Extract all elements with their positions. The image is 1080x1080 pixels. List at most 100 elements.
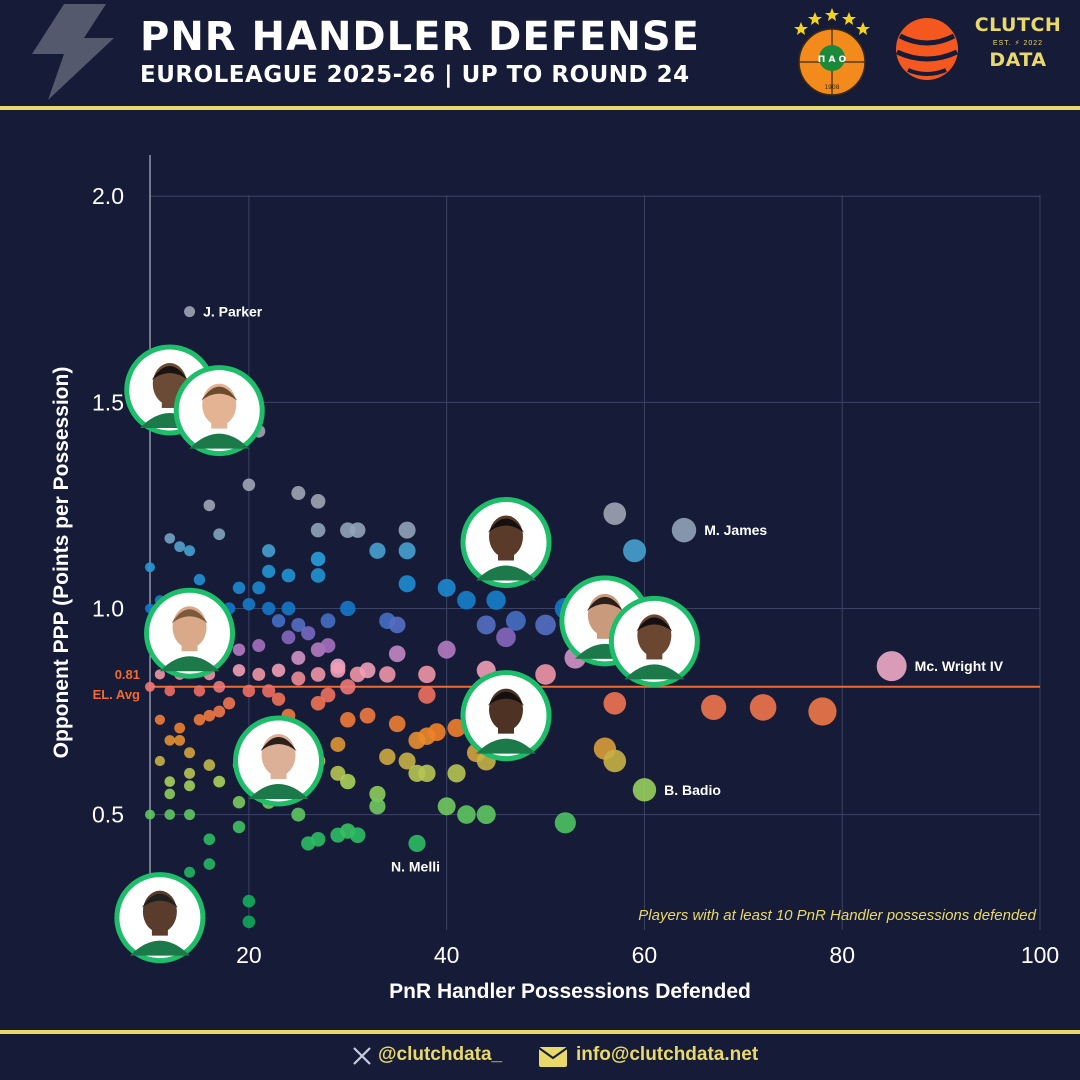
data-point (388, 715, 406, 733)
data-point (232, 796, 246, 809)
data-point (437, 797, 456, 816)
data-point (281, 568, 296, 583)
chart-note: Players with at least 10 PnR Handler pos… (638, 907, 1036, 924)
y-tick-label: 2.0 (92, 183, 124, 209)
contact-email[interactable]: info@clutchdata.net (576, 1044, 759, 1065)
data-point (252, 667, 266, 681)
data-point (603, 502, 627, 525)
data-point (330, 662, 346, 678)
data-point (418, 764, 436, 783)
data-point (164, 735, 176, 746)
data-point (184, 780, 196, 792)
data-point (262, 564, 276, 578)
data-point (603, 691, 627, 715)
data-point (379, 666, 396, 683)
header: PNR HANDLER DEFENSE EUROLEAGUE 2025-26 |… (0, 0, 1080, 108)
clutch-logo-top: CLUTCH (974, 14, 1062, 36)
data-point (701, 694, 727, 720)
data-point (310, 551, 326, 567)
panathinaikos-player-8 (233, 715, 325, 807)
twitter-handle[interactable]: @clutchdata_ (378, 1044, 503, 1065)
data-point (369, 798, 386, 815)
player-label: N. Melli (391, 858, 440, 874)
x-logo-icon (353, 1047, 371, 1065)
pao-year: 1908 (824, 84, 839, 91)
data-point (671, 517, 697, 543)
data-point (145, 681, 155, 692)
data-point (252, 581, 266, 595)
data-point (876, 651, 907, 682)
data-point (174, 722, 186, 734)
data-point (320, 687, 336, 703)
data-point (291, 617, 306, 632)
average-value-label: 0.81 (115, 667, 140, 682)
panathinaikos-logo: Π Α Ο 1908 (794, 8, 870, 96)
data-point (193, 714, 206, 726)
data-point (184, 809, 196, 821)
data-point (418, 665, 436, 684)
data-point (359, 662, 376, 679)
x-tick-label: 20 (236, 942, 262, 968)
data-point (310, 832, 326, 847)
data-point (242, 915, 256, 929)
grid (150, 195, 1041, 930)
page-title: PNR HANDLER DEFENSE (140, 14, 700, 60)
data-point (310, 695, 326, 711)
data-point (310, 568, 326, 583)
data-point (437, 640, 456, 659)
data-point (457, 805, 476, 824)
footer-divider (0, 1030, 1080, 1034)
data-point (174, 541, 186, 553)
data-point (749, 694, 777, 721)
average-text-label: EL. Avg (93, 687, 140, 702)
clutch-logo-est: EST. ⚡ 2022 (992, 40, 1044, 47)
player-label: J. Parker (203, 304, 263, 320)
data-point (262, 601, 276, 616)
data-point (213, 775, 226, 788)
y-tick-label: 1.5 (92, 389, 124, 415)
data-point (213, 680, 226, 693)
data-point (145, 562, 155, 573)
data-point (164, 685, 176, 697)
data-point (174, 734, 186, 746)
data-point (359, 707, 376, 724)
data-point (408, 834, 426, 853)
data-point (535, 664, 556, 685)
data-points (145, 306, 907, 929)
data-point (252, 639, 266, 653)
data-point (281, 630, 296, 645)
data-point (632, 778, 657, 802)
avatar-hair (201, 386, 238, 401)
data-point (164, 788, 176, 800)
data-point (310, 522, 326, 538)
data-point (232, 664, 246, 677)
data-point (437, 578, 456, 597)
clutch-logo-bottom: DATA (989, 49, 1047, 71)
data-point (418, 686, 436, 704)
data-point (349, 827, 366, 843)
avatar-jersey (476, 565, 536, 581)
data-point (379, 748, 396, 766)
data-point (291, 671, 306, 686)
data-point (203, 833, 216, 846)
y-tick-label: 1.0 (92, 595, 124, 621)
data-point (223, 697, 236, 710)
data-point (457, 590, 476, 610)
euroleague-logo (895, 18, 959, 80)
avatar-jersey (129, 940, 190, 956)
data-point (184, 747, 196, 759)
data-point (242, 598, 256, 611)
data-point (554, 812, 576, 834)
data-point (310, 667, 326, 682)
data-point (496, 627, 516, 648)
data-point (213, 528, 226, 541)
data-point (154, 669, 165, 680)
player-label: M. James (704, 522, 767, 538)
data-point (808, 697, 837, 726)
pao-letters: Π Α Ο (818, 55, 847, 65)
avatar-hair (151, 365, 188, 380)
data-point (427, 723, 446, 742)
data-point (603, 749, 627, 773)
panathinaikos-player-6 (608, 595, 700, 687)
